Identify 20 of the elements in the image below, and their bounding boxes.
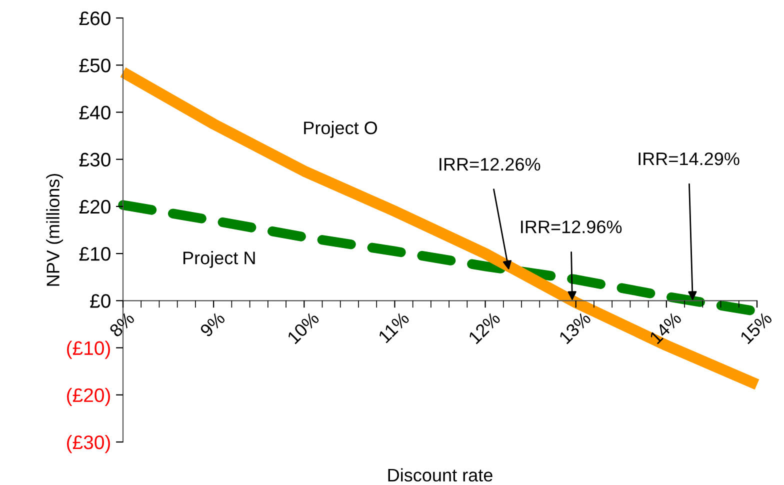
x-tick-label: 9% <box>199 311 226 338</box>
y-tick-label: £40 <box>79 106 110 120</box>
y-tick-label: (£30) <box>67 434 110 454</box>
y-axis-title: NPV (millions) <box>46 174 64 286</box>
x-tick-label: 8% <box>108 311 136 338</box>
series-label: Project O <box>304 121 378 138</box>
y-tick-label: £10 <box>79 247 110 261</box>
y-tick-label: (£20) <box>67 388 110 406</box>
y-tick-label: £0 <box>90 294 110 308</box>
x-axis-title: Discount rate <box>388 468 492 482</box>
y-tick-label: (£10) <box>67 340 110 359</box>
y-tick-label: £30 <box>79 152 110 167</box>
y-tick-label: £50 <box>79 58 110 72</box>
annotation: IRR=12.96% <box>521 220 622 234</box>
y-tick-label: £20 <box>79 200 110 214</box>
y-tick-label: £60 <box>79 11 110 26</box>
series-label: Project N <box>183 251 255 268</box>
annotation: IRR=14.29% <box>638 152 740 166</box>
annotation: IRR=12.26% <box>440 158 540 171</box>
x-tick-label: 11% <box>378 311 410 344</box>
